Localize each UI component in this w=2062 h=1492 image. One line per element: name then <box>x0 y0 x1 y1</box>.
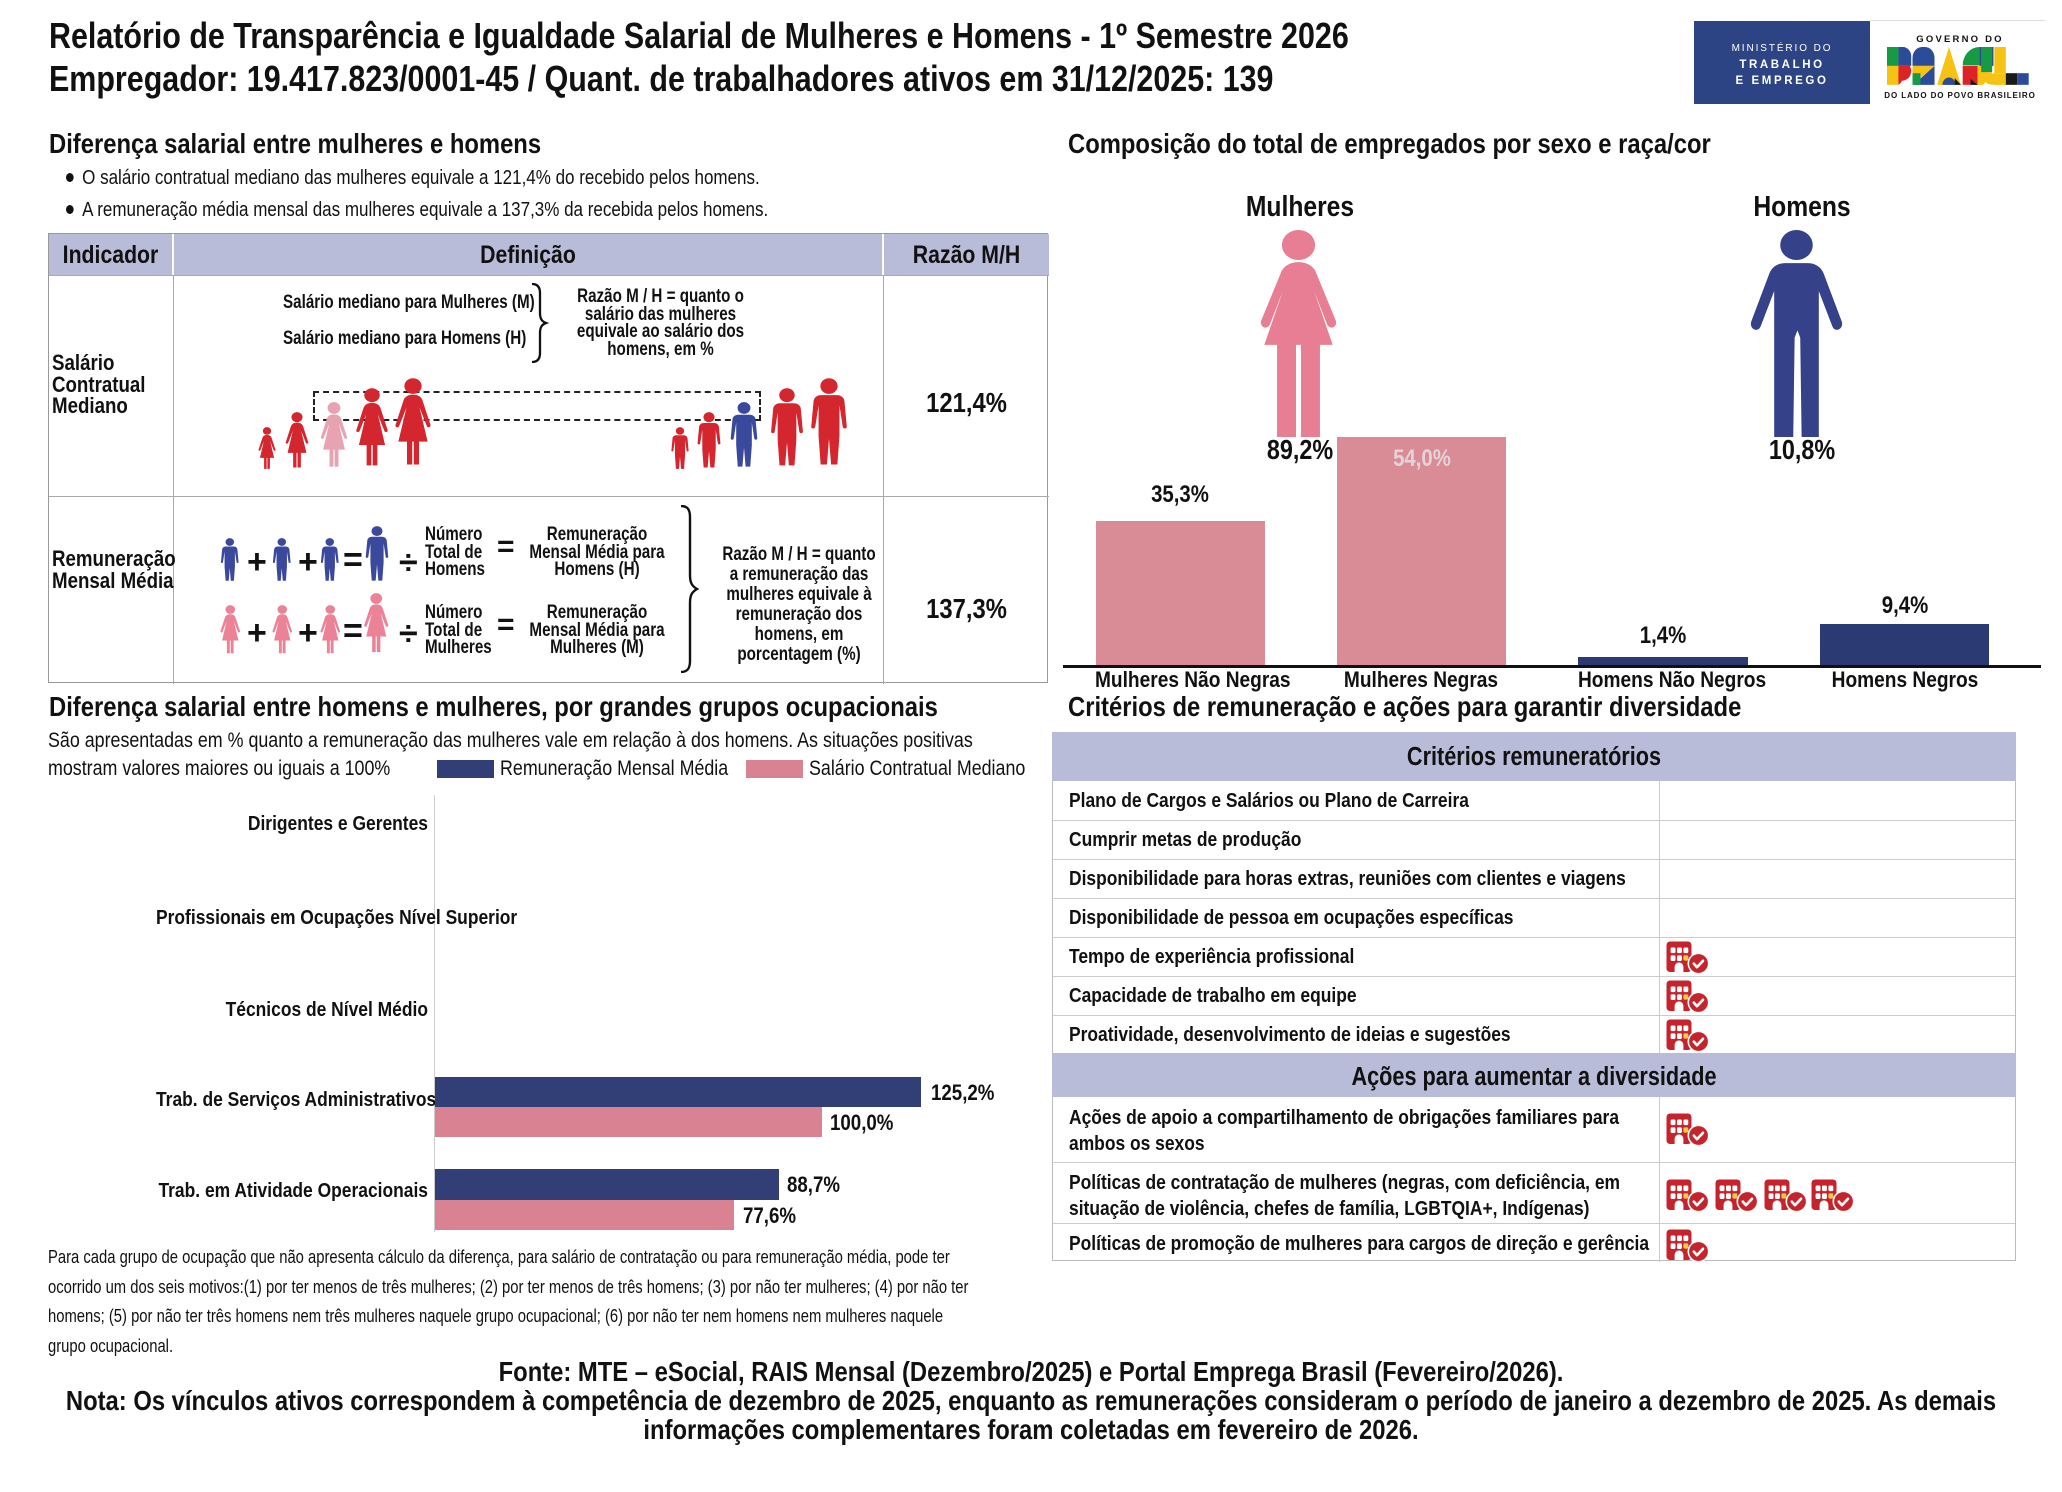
svg-text:÷: ÷ <box>399 544 418 582</box>
svg-text:+: + <box>298 614 318 652</box>
svg-text:÷: ÷ <box>399 615 418 653</box>
svg-text:+: + <box>298 543 318 581</box>
svg-text:=: = <box>343 612 363 650</box>
svg-text:+: + <box>247 614 267 652</box>
svg-text:=: = <box>343 541 363 579</box>
svg-text:+: + <box>247 543 267 581</box>
svg-text:DO LADO DO POVO BRASILEIRO: DO LADO DO POVO BRASILEIRO <box>1884 91 2035 100</box>
svg-text:GOVERNO DO: GOVERNO DO <box>1916 34 2003 45</box>
